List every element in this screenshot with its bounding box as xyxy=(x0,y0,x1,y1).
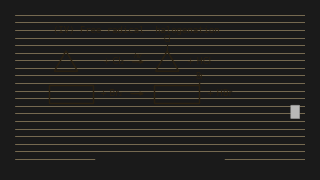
Text: Cl: Cl xyxy=(164,35,171,44)
Text: + HBr: + HBr xyxy=(207,89,232,98)
FancyBboxPatch shape xyxy=(291,105,300,119)
Text: + Cl₂: + Cl₂ xyxy=(103,57,124,66)
Text: hv: hv xyxy=(134,53,143,59)
Text: (IV) Free radical  halogenation: (IV) Free radical halogenation xyxy=(53,26,220,35)
Text: Br: Br xyxy=(196,72,204,81)
Text: + HCl: + HCl xyxy=(187,57,211,66)
Bar xyxy=(49,85,93,103)
Text: + Br₂: + Br₂ xyxy=(100,89,122,98)
Bar xyxy=(154,85,199,103)
